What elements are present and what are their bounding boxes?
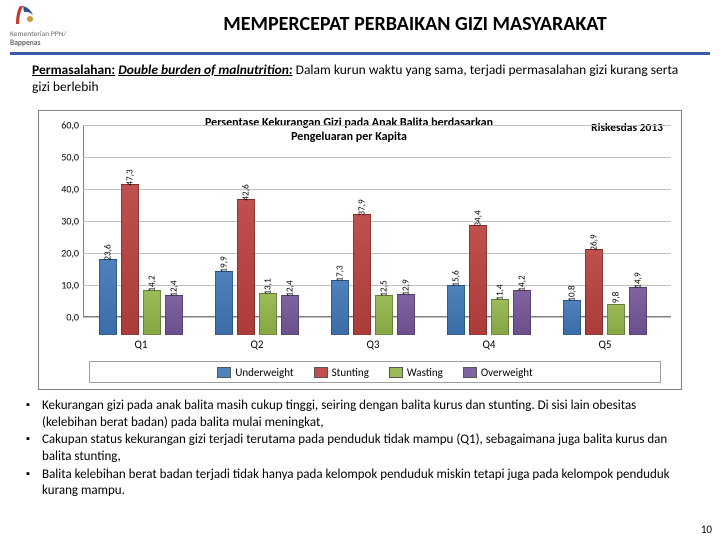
- page-number: 10: [701, 523, 712, 536]
- legend-item: Wasting: [389, 366, 443, 379]
- bar-label: 14,2: [517, 275, 528, 291]
- bar: 14,9: [629, 287, 647, 335]
- bar-label: 12,4: [285, 281, 296, 297]
- bar-label: 26,9: [589, 234, 600, 250]
- bar-label: 11,4: [495, 284, 506, 300]
- bar-label: 47,3: [125, 169, 136, 185]
- bar-label: 10,8: [567, 286, 578, 302]
- x-tick: Q3: [367, 338, 380, 351]
- gridline: [83, 221, 671, 222]
- bar-label: 37,9: [357, 199, 368, 215]
- bar-label: 17,3: [335, 265, 346, 281]
- legend-swatch: [217, 367, 231, 378]
- bar-label: 14,9: [633, 273, 644, 289]
- title-underline: [10, 52, 710, 55]
- bullet-item: Cakupan status kekurangan gizi terjadi t…: [26, 432, 686, 465]
- legend-label: Stunting: [332, 366, 369, 379]
- legend-item: Underweight: [217, 366, 293, 379]
- bar: 12,5: [375, 295, 393, 335]
- subtitle: Permasalahan: Double burden of malnutrit…: [32, 62, 690, 96]
- bar: 12,4: [165, 295, 183, 335]
- y-tick: 40,0: [45, 183, 79, 196]
- gridline: [83, 253, 671, 254]
- bar: 13,1: [259, 293, 277, 335]
- legend-label: Wasting: [407, 366, 443, 379]
- bullet-list: Kekurangan gizi pada anak balita masih c…: [26, 398, 686, 501]
- bar-label: 15,6: [451, 270, 462, 286]
- legend-label: Overweight: [481, 366, 533, 379]
- gridline: [83, 189, 671, 190]
- bar-label: 42,6: [241, 184, 252, 200]
- bar-label: 23,6: [103, 245, 114, 261]
- bar-label: 14,2: [147, 275, 158, 291]
- gridline: [83, 157, 671, 158]
- gridline: [83, 125, 671, 126]
- bar: 19,9: [215, 271, 233, 335]
- bar: 23,6: [99, 259, 117, 335]
- subtitle-label: Permasalahan:: [32, 61, 115, 78]
- bar-label: 12,9: [401, 279, 412, 295]
- logo-text-2: Bappenas: [10, 40, 120, 48]
- page-title: MEMPERCEPAT PERBAIKAN GIZI MASYARAKAT: [130, 12, 700, 36]
- logo-block: Kementerian PPN/ Bappenas: [10, 2, 120, 50]
- logo-text-1: Kementerian PPN/: [10, 31, 120, 39]
- bar: 47,3: [121, 184, 139, 335]
- x-tick: Q4: [483, 338, 496, 351]
- bar: 17,3: [331, 280, 349, 335]
- y-tick: 10,0: [45, 279, 79, 292]
- bullet-item: Balita kelebihan berat badan terjadi tid…: [26, 467, 686, 500]
- legend-item: Stunting: [314, 366, 369, 379]
- chart: Persentase Kekurangan Gizi pada Anak Bal…: [38, 110, 682, 390]
- subtitle-concept: Double burden of malnutrition:: [118, 61, 292, 78]
- legend-swatch: [314, 367, 328, 378]
- bar-label: 9,8: [611, 291, 622, 303]
- bar: 9,8: [607, 304, 625, 335]
- bar: 15,6: [447, 285, 465, 335]
- bar: 10,8: [563, 300, 581, 335]
- bar: 34,4: [469, 225, 487, 335]
- bar: 26,9: [585, 249, 603, 335]
- logo-icon: [10, 2, 38, 30]
- bar-label: 13,1: [263, 278, 274, 294]
- y-tick: 0,0: [45, 311, 79, 324]
- bar: 14,2: [143, 290, 161, 335]
- legend-swatch: [463, 367, 477, 378]
- bullet-item: Kekurangan gizi pada anak balita masih c…: [26, 398, 686, 431]
- bar: 14,2: [513, 290, 531, 335]
- y-tick: 50,0: [45, 151, 79, 164]
- y-tick: 30,0: [45, 215, 79, 228]
- x-tick: Q1: [135, 338, 148, 351]
- x-tick: Q2: [251, 338, 264, 351]
- bar: 12,9: [397, 294, 415, 335]
- legend-label: Underweight: [235, 366, 293, 379]
- y-tick: 20,0: [45, 247, 79, 260]
- legend: Underweight Stunting Wasting Overweight: [89, 361, 661, 383]
- bar: 37,9: [353, 214, 371, 335]
- bar: 11,4: [491, 299, 509, 335]
- plot-area: 0,010,020,030,040,050,060,0Q123,647,314,…: [83, 125, 671, 335]
- y-tick: 60,0: [45, 119, 79, 132]
- legend-swatch: [389, 367, 403, 378]
- bar: 42,6: [237, 199, 255, 335]
- legend-item: Overweight: [463, 366, 533, 379]
- x-tick: Q5: [599, 338, 612, 351]
- bar-label: 12,4: [169, 281, 180, 297]
- bar-label: 19,9: [219, 257, 230, 273]
- bar-label: 12,5: [379, 280, 390, 296]
- bar-label: 34,4: [473, 210, 484, 226]
- bar: 12,4: [281, 295, 299, 335]
